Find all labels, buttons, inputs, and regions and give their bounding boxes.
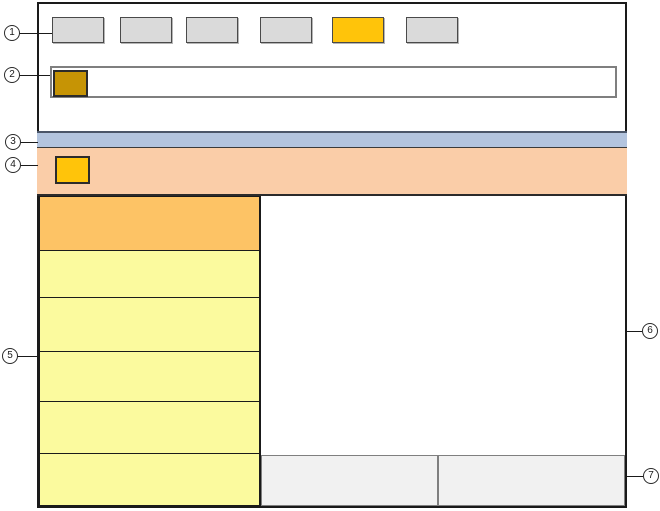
callout-badge-5: 5 (2, 348, 18, 364)
callout-line-1 (19, 33, 52, 34)
footer-cell (437, 455, 625, 506)
callout-badge-1: 1 (4, 25, 20, 41)
callout-line-6 (625, 331, 642, 332)
toolbar-button-highlighted (332, 17, 384, 43)
toolbar-button (260, 17, 312, 43)
bar-icon-square (53, 70, 88, 97)
left-column-cell (39, 454, 261, 506)
callout-badge-6: 6 (642, 323, 658, 339)
callout-badge-4: 4 (5, 157, 21, 173)
left-column-cell (39, 352, 261, 402)
callout-badge-7: 7 (643, 468, 659, 484)
callout-line-4 (20, 165, 38, 166)
toolbar-button (52, 17, 104, 43)
callout-line-5 (17, 356, 40, 357)
highlight-band (37, 148, 627, 196)
left-column-cell (39, 402, 261, 454)
main-content-panel (261, 196, 625, 455)
band-icon-square (55, 156, 90, 184)
bar-with-icon (50, 66, 617, 98)
left-column-cell (39, 298, 261, 352)
left-column-cell (39, 251, 261, 298)
left-column-cell-highlighted (39, 196, 261, 251)
left-column (39, 196, 261, 506)
footer-cell (261, 455, 438, 506)
callout-line-2 (19, 75, 50, 76)
callout-line-7 (625, 476, 643, 477)
toolbar-button (120, 17, 172, 43)
thin-blue-band (37, 131, 627, 148)
callout-badge-3: 3 (5, 134, 21, 150)
toolbar-button (406, 17, 458, 43)
callout-line-3 (20, 142, 38, 143)
toolbar-button (186, 17, 238, 43)
callout-badge-2: 2 (4, 67, 20, 83)
